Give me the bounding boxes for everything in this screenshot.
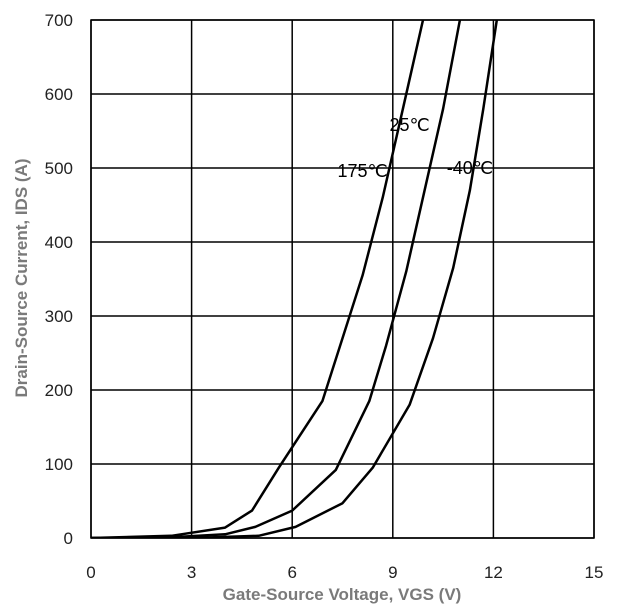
- y-tick-label: 0: [64, 529, 73, 548]
- x-tick-label: 0: [86, 563, 95, 582]
- y-tick-label: 700: [45, 11, 73, 30]
- tick-labels: 0 3 6 9 12 15 0 100 200 300 400 500 600 700: [45, 11, 604, 582]
- series-line-1: [91, 20, 462, 538]
- y-tick-label: 100: [45, 455, 73, 474]
- x-tick-label: 3: [187, 563, 196, 582]
- series-label-1: 25℃: [389, 115, 429, 135]
- x-tick-label: 12: [484, 563, 503, 582]
- y-tick-label: 300: [45, 307, 73, 326]
- series-labels: 175℃ 25℃ -40℃: [337, 115, 493, 181]
- y-axis-title: Drain-Source Current, IDS (A): [12, 159, 31, 398]
- series-line-2: [91, 20, 499, 538]
- y-tick-label: 200: [45, 381, 73, 400]
- series-label-2: -40℃: [447, 158, 493, 178]
- plot-border: [90, 19, 595, 539]
- y-tick-label: 500: [45, 159, 73, 178]
- y-tick-label: 600: [45, 85, 73, 104]
- series-label-0: 175℃: [337, 161, 387, 181]
- x-tick-label: 15: [585, 563, 604, 582]
- x-tick-label: 6: [287, 563, 296, 582]
- x-axis-title: Gate-Source Voltage, VGS (V): [223, 585, 462, 604]
- series-line-0: [91, 20, 425, 538]
- grid-lines: [90, 19, 595, 539]
- x-tick-label: 9: [388, 563, 397, 582]
- y-tick-label: 400: [45, 233, 73, 252]
- series-lines: [91, 20, 499, 538]
